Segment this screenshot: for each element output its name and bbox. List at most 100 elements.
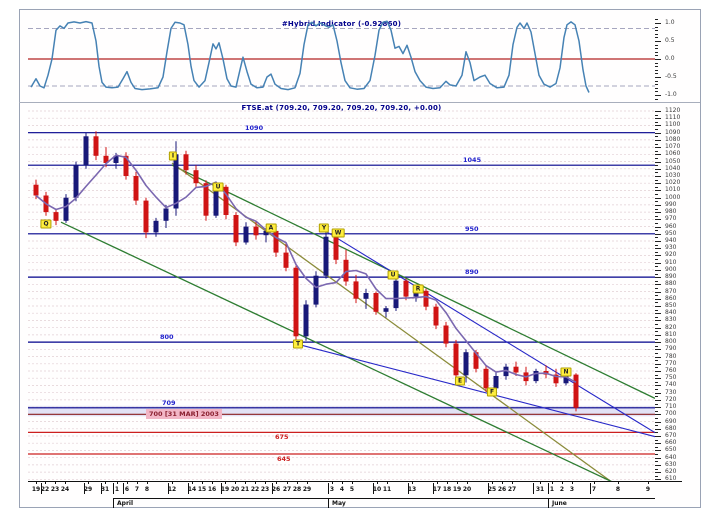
date-tick: 6 <box>124 486 130 493</box>
candle-body <box>103 155 109 163</box>
candle-body <box>503 366 509 377</box>
axis-tick <box>655 399 661 401</box>
axis-tick <box>655 114 658 116</box>
date-tick: 27 <box>507 486 517 493</box>
axis-tick <box>655 291 661 293</box>
axis-tick <box>655 190 661 192</box>
date-tickmark <box>147 481 148 484</box>
date-axis-line <box>28 481 682 482</box>
axis-tick <box>655 417 658 419</box>
axis-tick <box>655 222 658 224</box>
axis-tick <box>655 44 658 46</box>
axis-tick <box>655 48 658 50</box>
candle-body <box>213 186 219 216</box>
date-tickmark <box>202 481 203 484</box>
trendline <box>297 343 655 438</box>
axis-tick <box>655 259 658 261</box>
axis-tick <box>655 219 661 221</box>
axis-label: 800 <box>665 338 677 346</box>
date-separator <box>548 483 549 494</box>
axis-tick <box>655 248 661 250</box>
axis-tick <box>655 436 661 437</box>
trendline <box>171 164 655 399</box>
axis-label: 970 <box>665 215 677 223</box>
axis-tick <box>655 172 658 174</box>
axis-tick <box>655 80 658 82</box>
indicator-title: #Hybrid Indicator (-0.92860) <box>281 20 402 28</box>
candle-body <box>73 165 79 198</box>
date-tickmark <box>352 481 353 484</box>
date-tick: 3 <box>569 486 575 493</box>
month-axis-line <box>328 498 548 499</box>
axis-tick <box>655 241 661 242</box>
axis-tick <box>655 95 661 96</box>
panel-separator <box>19 102 700 103</box>
axis-label: 1080 <box>665 135 681 143</box>
candle-body <box>183 154 189 171</box>
axis-tick <box>655 121 658 123</box>
date-tickmark <box>502 481 503 484</box>
axis-tick <box>655 316 658 318</box>
axis-tick <box>655 389 658 390</box>
axis-label: 890 <box>665 273 677 281</box>
axis-label: 990 <box>665 200 677 208</box>
date-tick: 18 <box>442 486 452 493</box>
date-tickmark <box>377 481 378 484</box>
candle-body <box>353 281 359 299</box>
axis-tick <box>655 381 658 383</box>
axis-label: 620 <box>665 468 677 476</box>
axis-tick <box>655 147 661 149</box>
candle-body <box>243 226 249 243</box>
indicator-plot[interactable] <box>28 14 655 102</box>
candle-body <box>33 184 39 196</box>
axis-tick <box>655 342 661 344</box>
axis-label: 940 <box>665 237 677 244</box>
axis-label: 1030 <box>665 172 681 179</box>
axis-tick <box>655 320 661 322</box>
axis-tick <box>655 165 658 167</box>
axis-label: 910 <box>665 258 677 266</box>
date-tick: 25 <box>487 486 497 493</box>
axis-label: 760 <box>665 367 677 374</box>
candle-body <box>303 304 309 337</box>
date-tickmark <box>88 481 89 484</box>
wave-marker-label: T <box>292 339 304 349</box>
date-separator <box>272 483 273 494</box>
month-axis-line <box>113 498 328 499</box>
axis-tick <box>655 454 658 455</box>
axis-tick <box>655 139 661 141</box>
axis-tick <box>655 284 661 286</box>
axis-tick <box>655 37 658 39</box>
axis-tick <box>655 450 661 452</box>
candle-body <box>373 293 379 312</box>
axis-tick <box>655 313 661 315</box>
axis-label: 840 <box>665 309 677 317</box>
indicator-value-axis: 1.0 0.5 0.0 -0.5 -1.0 <box>655 14 700 102</box>
axis-label: 690 <box>665 417 677 425</box>
date-tick: 26 <box>497 486 507 493</box>
wave-marker-label: E <box>454 376 466 386</box>
candle-body <box>83 136 89 166</box>
axis-label: 1.0 <box>665 19 675 26</box>
date-tickmark <box>492 481 493 484</box>
date-tickmark <box>255 481 256 484</box>
level-label: 709 <box>162 398 176 407</box>
axis-tick <box>655 226 661 228</box>
date-tickmark <box>437 481 438 484</box>
axis-tick <box>655 66 658 68</box>
price-plot[interactable] <box>28 103 655 481</box>
date-tick: 19 <box>452 486 462 493</box>
axis-label: 950 <box>665 229 677 237</box>
month-tickmark <box>328 498 329 508</box>
date-tick: 5 <box>349 486 355 493</box>
level-label: 675 <box>275 433 289 442</box>
axis-tick <box>655 30 658 32</box>
candle-body <box>253 226 259 236</box>
axis-tick <box>655 295 658 297</box>
date-tick: 4 <box>339 486 345 493</box>
candle-body <box>223 186 229 215</box>
date-tick: 20 <box>462 486 472 493</box>
axis-label: 870 <box>665 287 677 295</box>
date-tickmark <box>552 481 553 484</box>
axis-tick <box>655 129 658 131</box>
